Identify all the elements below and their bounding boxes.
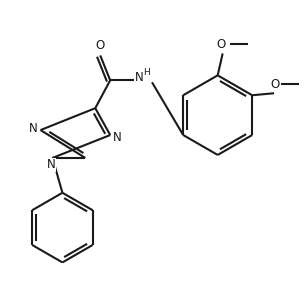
Text: O: O <box>216 38 225 51</box>
Text: O: O <box>96 39 105 52</box>
Text: N: N <box>47 158 56 171</box>
Text: N: N <box>113 130 121 144</box>
Text: N: N <box>29 122 38 135</box>
Text: N: N <box>135 71 144 84</box>
Text: H: H <box>143 68 149 77</box>
Text: O: O <box>271 78 280 91</box>
